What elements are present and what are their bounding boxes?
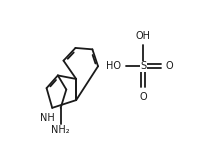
Text: NH: NH <box>40 113 54 123</box>
Text: O: O <box>166 61 173 71</box>
Text: OH: OH <box>136 31 151 41</box>
Text: HO: HO <box>106 61 121 71</box>
Text: NH₂: NH₂ <box>51 125 70 135</box>
Text: S: S <box>140 61 146 71</box>
Text: O: O <box>139 92 147 102</box>
